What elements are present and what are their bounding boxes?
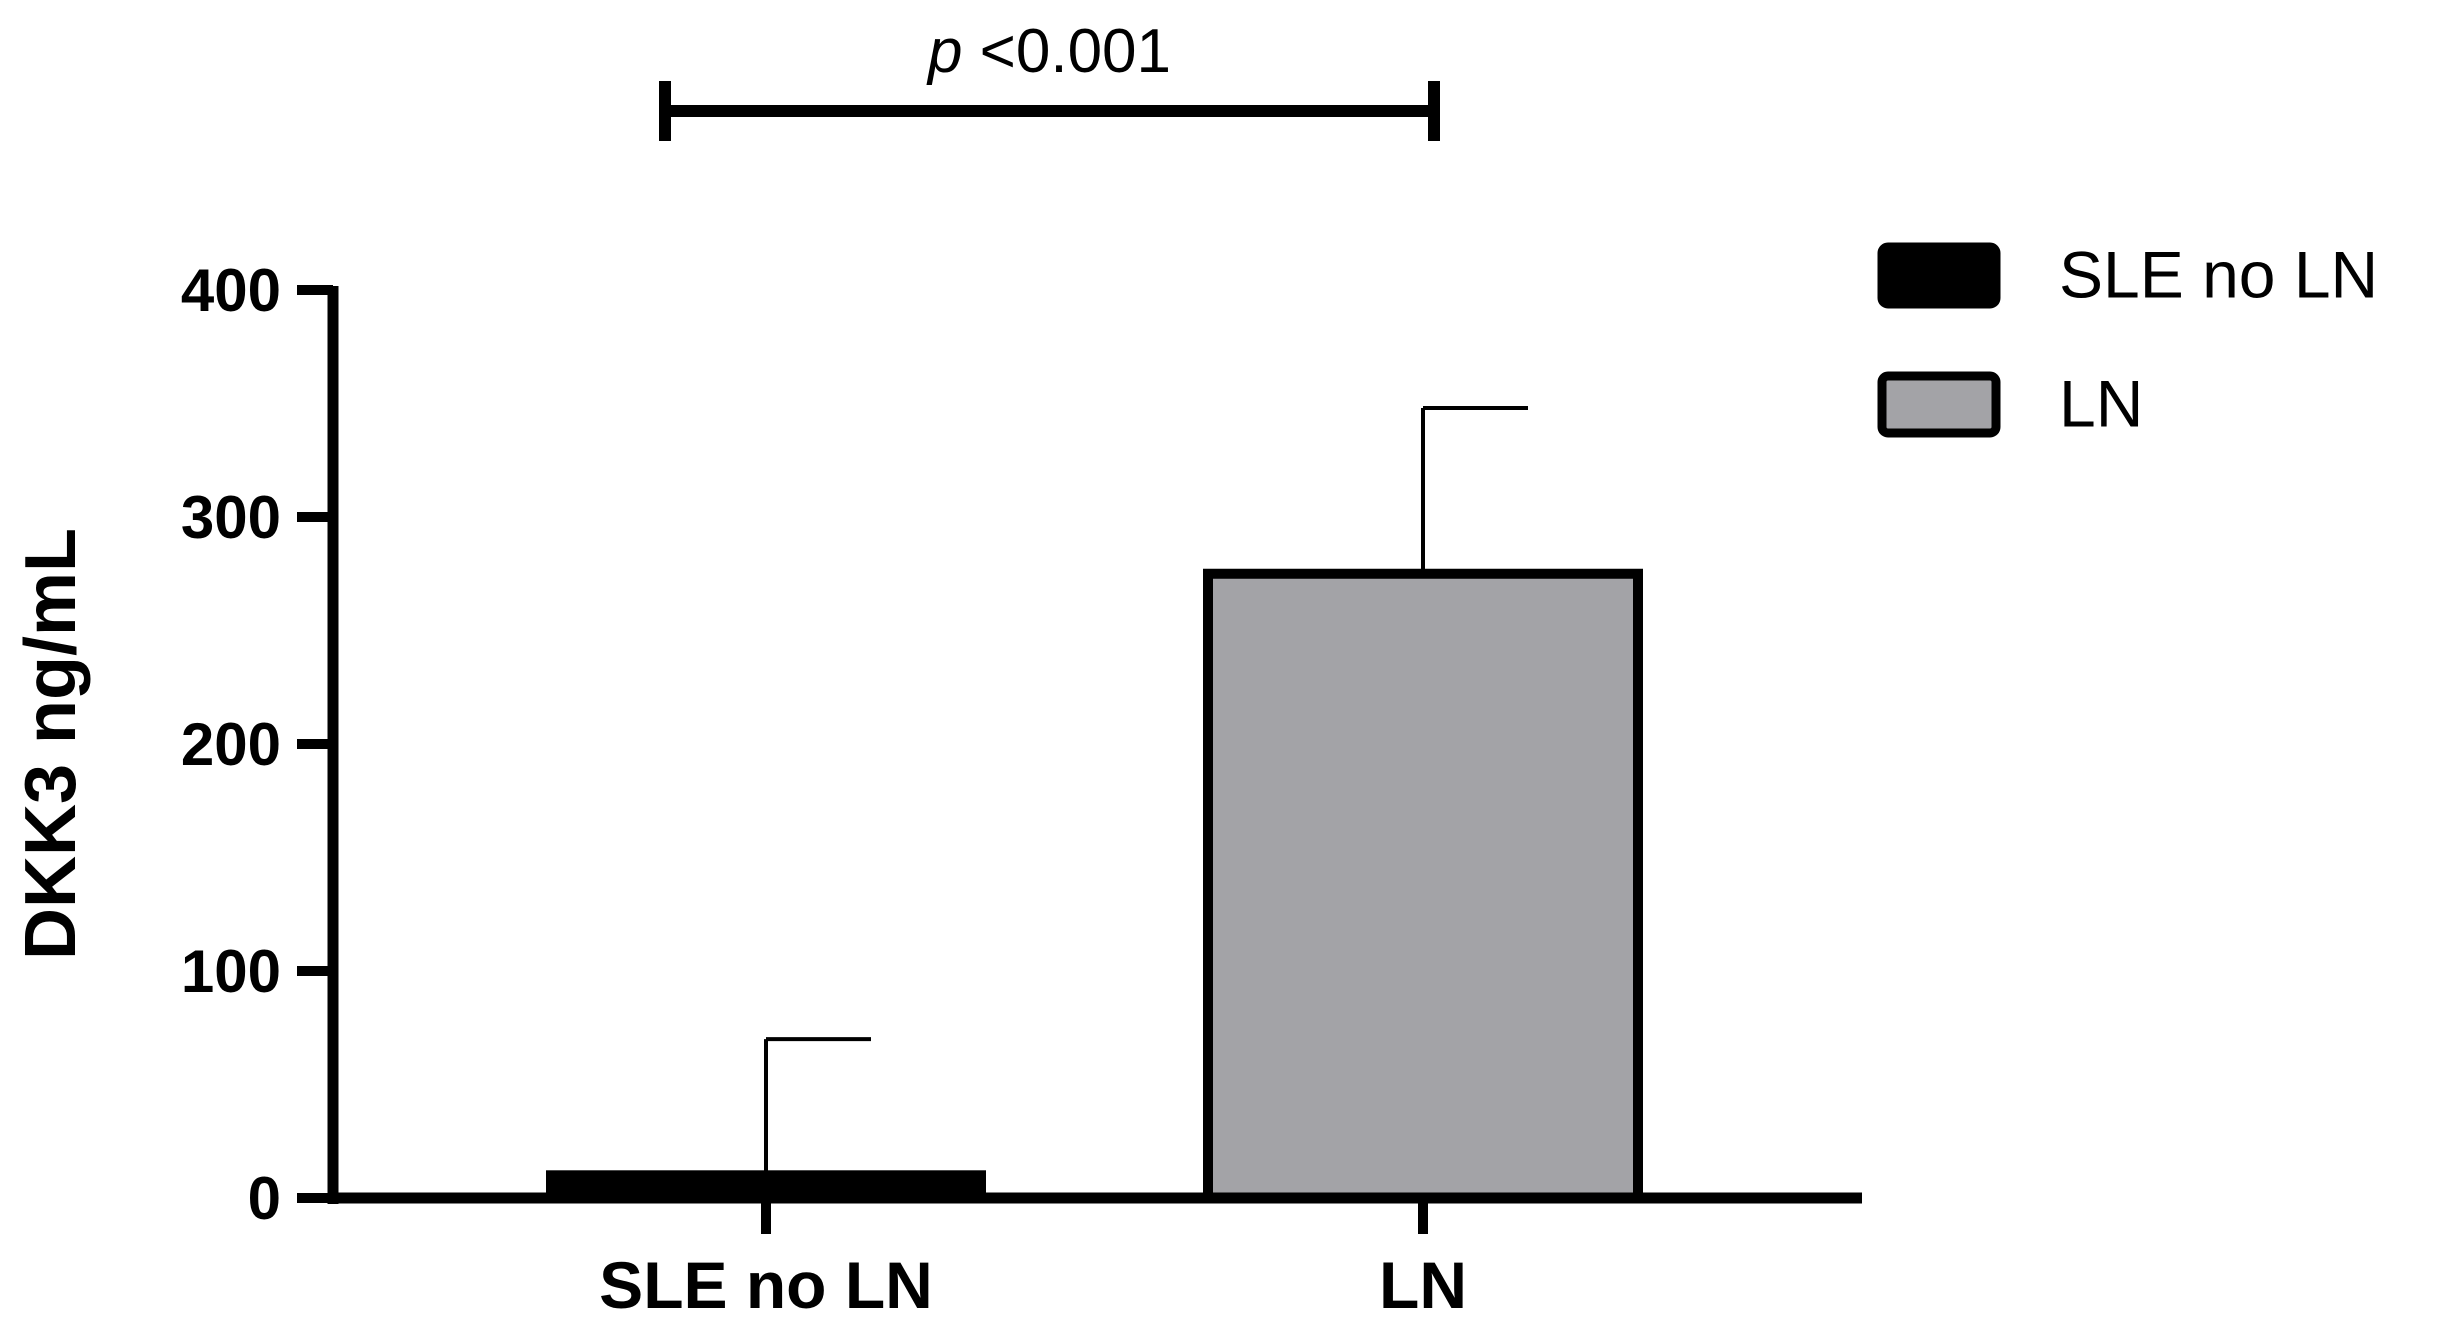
x-tick-label-sle-no-ln: SLE no LN — [599, 1248, 933, 1322]
significance-annotation: p <0.001 — [659, 17, 1440, 141]
p-symbol: p — [926, 17, 962, 86]
y-tick-label-0: 0 — [248, 1165, 281, 1232]
legend: SLE no LN LN — [1877, 238, 2378, 441]
bar-ln — [1203, 568, 1643, 1203]
legend-label-sle-no-ln: SLE no LN — [2059, 238, 2378, 312]
y-tick-label-200: 200 — [181, 711, 281, 778]
y-axis-title: DKK3 ng/mL — [11, 528, 91, 960]
p-value: <0.001 — [962, 17, 1171, 86]
x-tick-label-ln: LN — [1379, 1248, 1467, 1322]
y-tick-label-400: 400 — [181, 257, 281, 324]
error-bars-layer — [764, 406, 1528, 1176]
legend-swatch-sle-no-ln — [1877, 242, 2001, 309]
y-tick-label-300: 300 — [181, 484, 281, 551]
significance-label: p <0.001 — [926, 17, 1171, 86]
bars-layer — [546, 568, 1643, 1204]
y-tick-label-100: 100 — [181, 938, 281, 1005]
axes-layer: 0 100 200 300 400 SLE no LN LN — [181, 257, 1862, 1322]
legend-swatch-ln — [1877, 371, 2001, 438]
legend-label-ln: LN — [2059, 367, 2143, 441]
